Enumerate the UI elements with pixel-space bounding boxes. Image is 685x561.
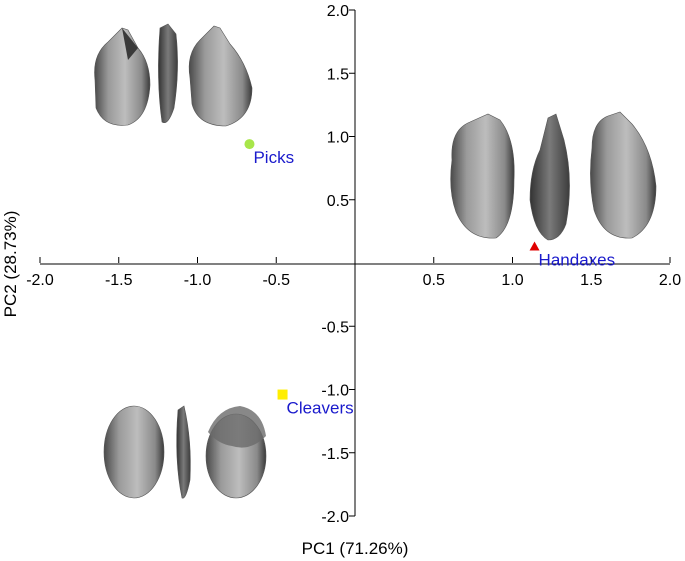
x-tick-label: -0.5 bbox=[262, 272, 290, 289]
y-axis-ticks: 2.0 1.5 1.0 0.5 -0.5 -1.0 -1.5 -2.0 bbox=[321, 3, 355, 526]
y-tick-label: -2.0 bbox=[321, 509, 349, 526]
y-tick-label: -1.5 bbox=[321, 446, 349, 463]
y-tick-label: 2.0 bbox=[327, 3, 349, 20]
x-tick-label: 2.0 bbox=[659, 272, 681, 289]
cleavers-illustration bbox=[103, 405, 267, 499]
y-axis-title: PC2 (28.73%) bbox=[1, 211, 20, 318]
cleavers-point bbox=[277, 389, 288, 400]
x-axis-ticks: -2.0 -1.5 -1.0 -0.5 0.5 1.0 1.5 2.0 bbox=[26, 257, 681, 289]
y-tick-label: -1.0 bbox=[321, 383, 349, 400]
x-tick-label: 1.5 bbox=[580, 272, 602, 289]
picks-label: Picks bbox=[253, 148, 294, 167]
handaxes-label: Handaxes bbox=[539, 251, 616, 270]
y-tick-label: 1.0 bbox=[327, 130, 349, 147]
y-tick-label: 1.5 bbox=[327, 66, 349, 83]
x-tick-label: -2.0 bbox=[26, 272, 54, 289]
x-tick-label: -1.5 bbox=[105, 272, 133, 289]
x-axis-title: PC1 (71.26%) bbox=[302, 539, 409, 558]
handaxes-point bbox=[529, 241, 540, 251]
y-tick-label: 0.5 bbox=[327, 193, 349, 210]
x-tick-label: -1.0 bbox=[184, 272, 212, 289]
cleavers-label: Cleavers bbox=[287, 399, 354, 418]
handaxes-illustration bbox=[450, 111, 657, 241]
picks-point bbox=[244, 139, 255, 150]
y-tick-label: -0.5 bbox=[321, 319, 349, 336]
x-tick-label: 1.0 bbox=[501, 272, 523, 289]
data-points: Picks Handaxes Cleavers bbox=[244, 139, 616, 418]
x-tick-label: 0.5 bbox=[423, 272, 445, 289]
picks-illustration bbox=[94, 23, 253, 127]
